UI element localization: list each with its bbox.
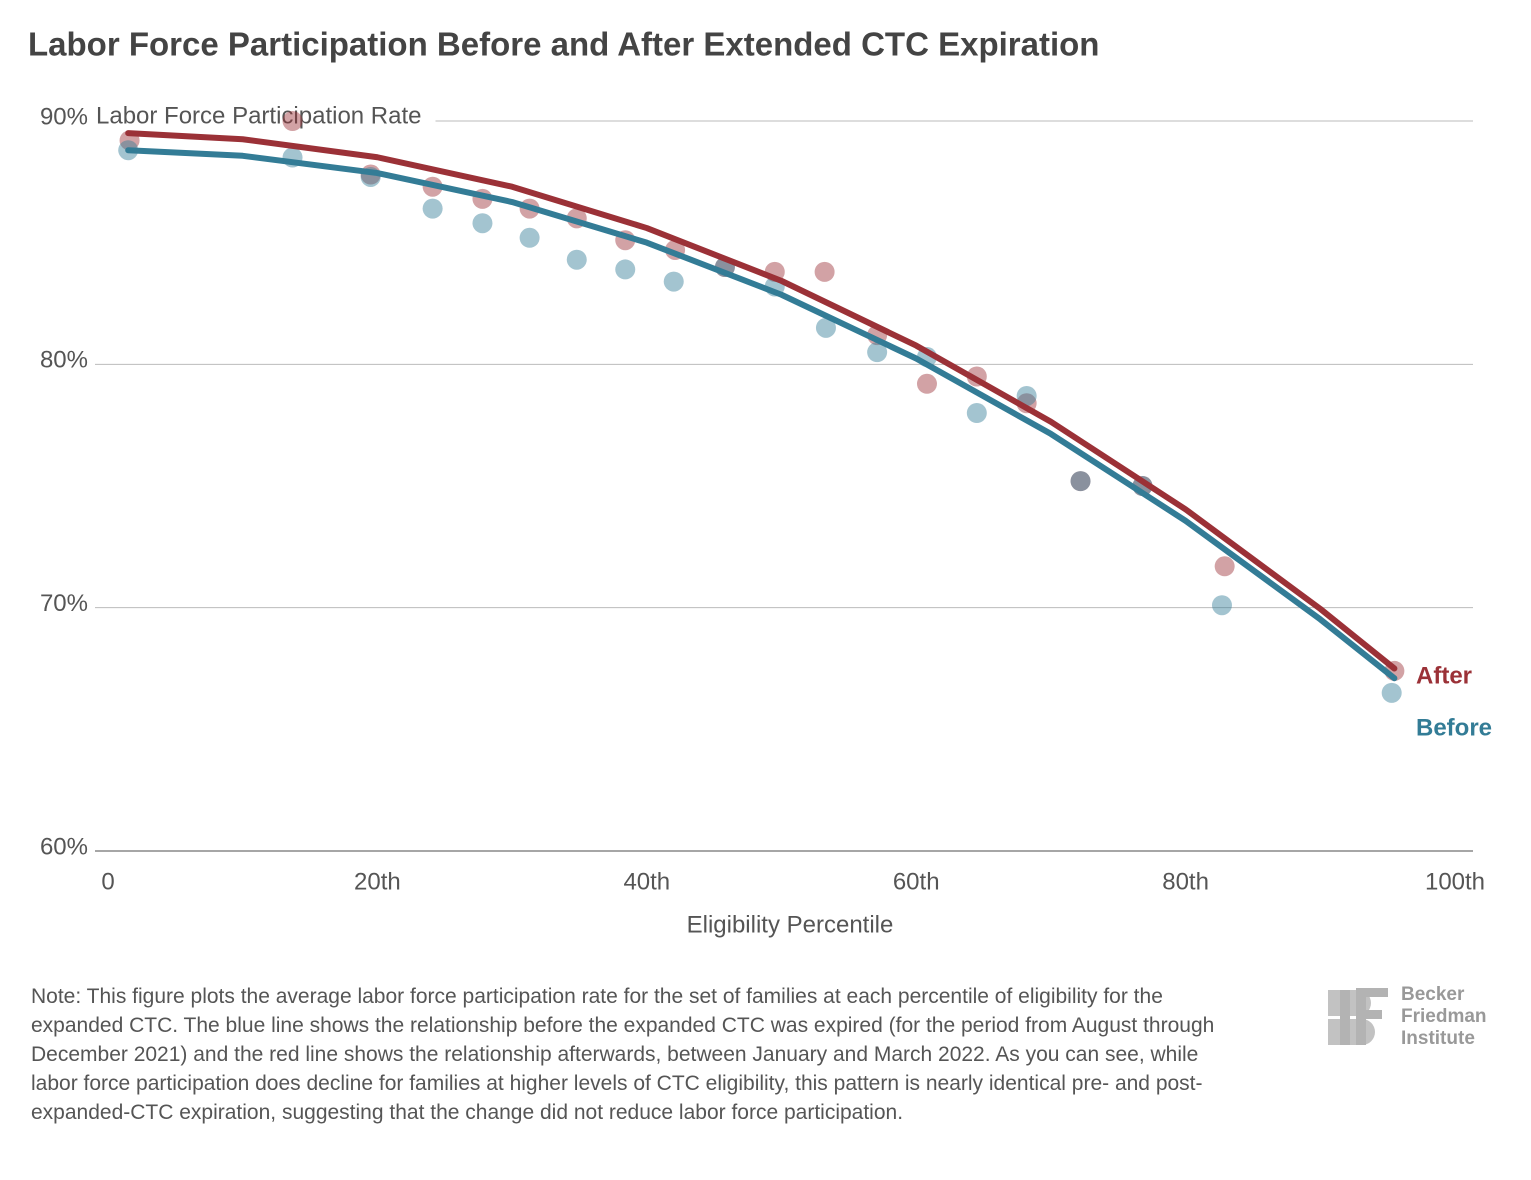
- point: [566, 249, 587, 270]
- note: Note: This figure plots the average labo…: [31, 985, 1215, 1124]
- point: [663, 271, 684, 292]
- x-axis-label: Eligibility Percentile: [687, 911, 894, 938]
- point: [867, 342, 888, 363]
- point: [1381, 682, 1402, 703]
- x-tick-label: 60th: [893, 868, 940, 895]
- point: [472, 213, 493, 234]
- point: [519, 227, 540, 248]
- x-tick-label: 100th: [1425, 868, 1485, 895]
- x-tick-label: 20th: [354, 868, 401, 895]
- y-tick-label: 60%: [40, 833, 88, 860]
- chart-title: Labor Force Participation Before and Aft…: [28, 26, 1099, 63]
- chart: Labor Force Participation Before and Aft…: [28, 26, 1492, 939]
- label-backdrop: [92, 101, 436, 135]
- point: [1070, 471, 1091, 492]
- point: [1214, 556, 1235, 577]
- y-tick-label: 80%: [40, 347, 88, 374]
- point: [1070, 471, 1091, 492]
- point: [1016, 385, 1037, 406]
- point: [814, 261, 835, 282]
- x-tick-label: 80th: [1162, 868, 1209, 895]
- y-tick-label: 90%: [40, 103, 88, 130]
- series-label: After: [1416, 662, 1472, 689]
- logo-text: Institute: [1401, 1028, 1475, 1049]
- point: [916, 373, 937, 394]
- y-axis-label: Labor Force Participation Rate: [96, 102, 422, 129]
- point: [966, 403, 987, 423]
- point: [1211, 595, 1232, 616]
- x-tick-label: 0: [101, 868, 114, 895]
- point: [815, 317, 836, 338]
- logo-text: Friedman: [1401, 1006, 1487, 1027]
- point: [422, 198, 443, 219]
- point: [615, 259, 636, 280]
- series-label: Before: [1416, 714, 1492, 741]
- point: [282, 111, 303, 131]
- fit-line: [125, 147, 1398, 682]
- logo-mark: [1328, 988, 1388, 1045]
- logo-text: Becker: [1401, 984, 1465, 1005]
- fit-line: [125, 130, 1398, 672]
- y-tick-label: 70%: [40, 590, 88, 617]
- x-tick-label: 40th: [623, 868, 670, 895]
